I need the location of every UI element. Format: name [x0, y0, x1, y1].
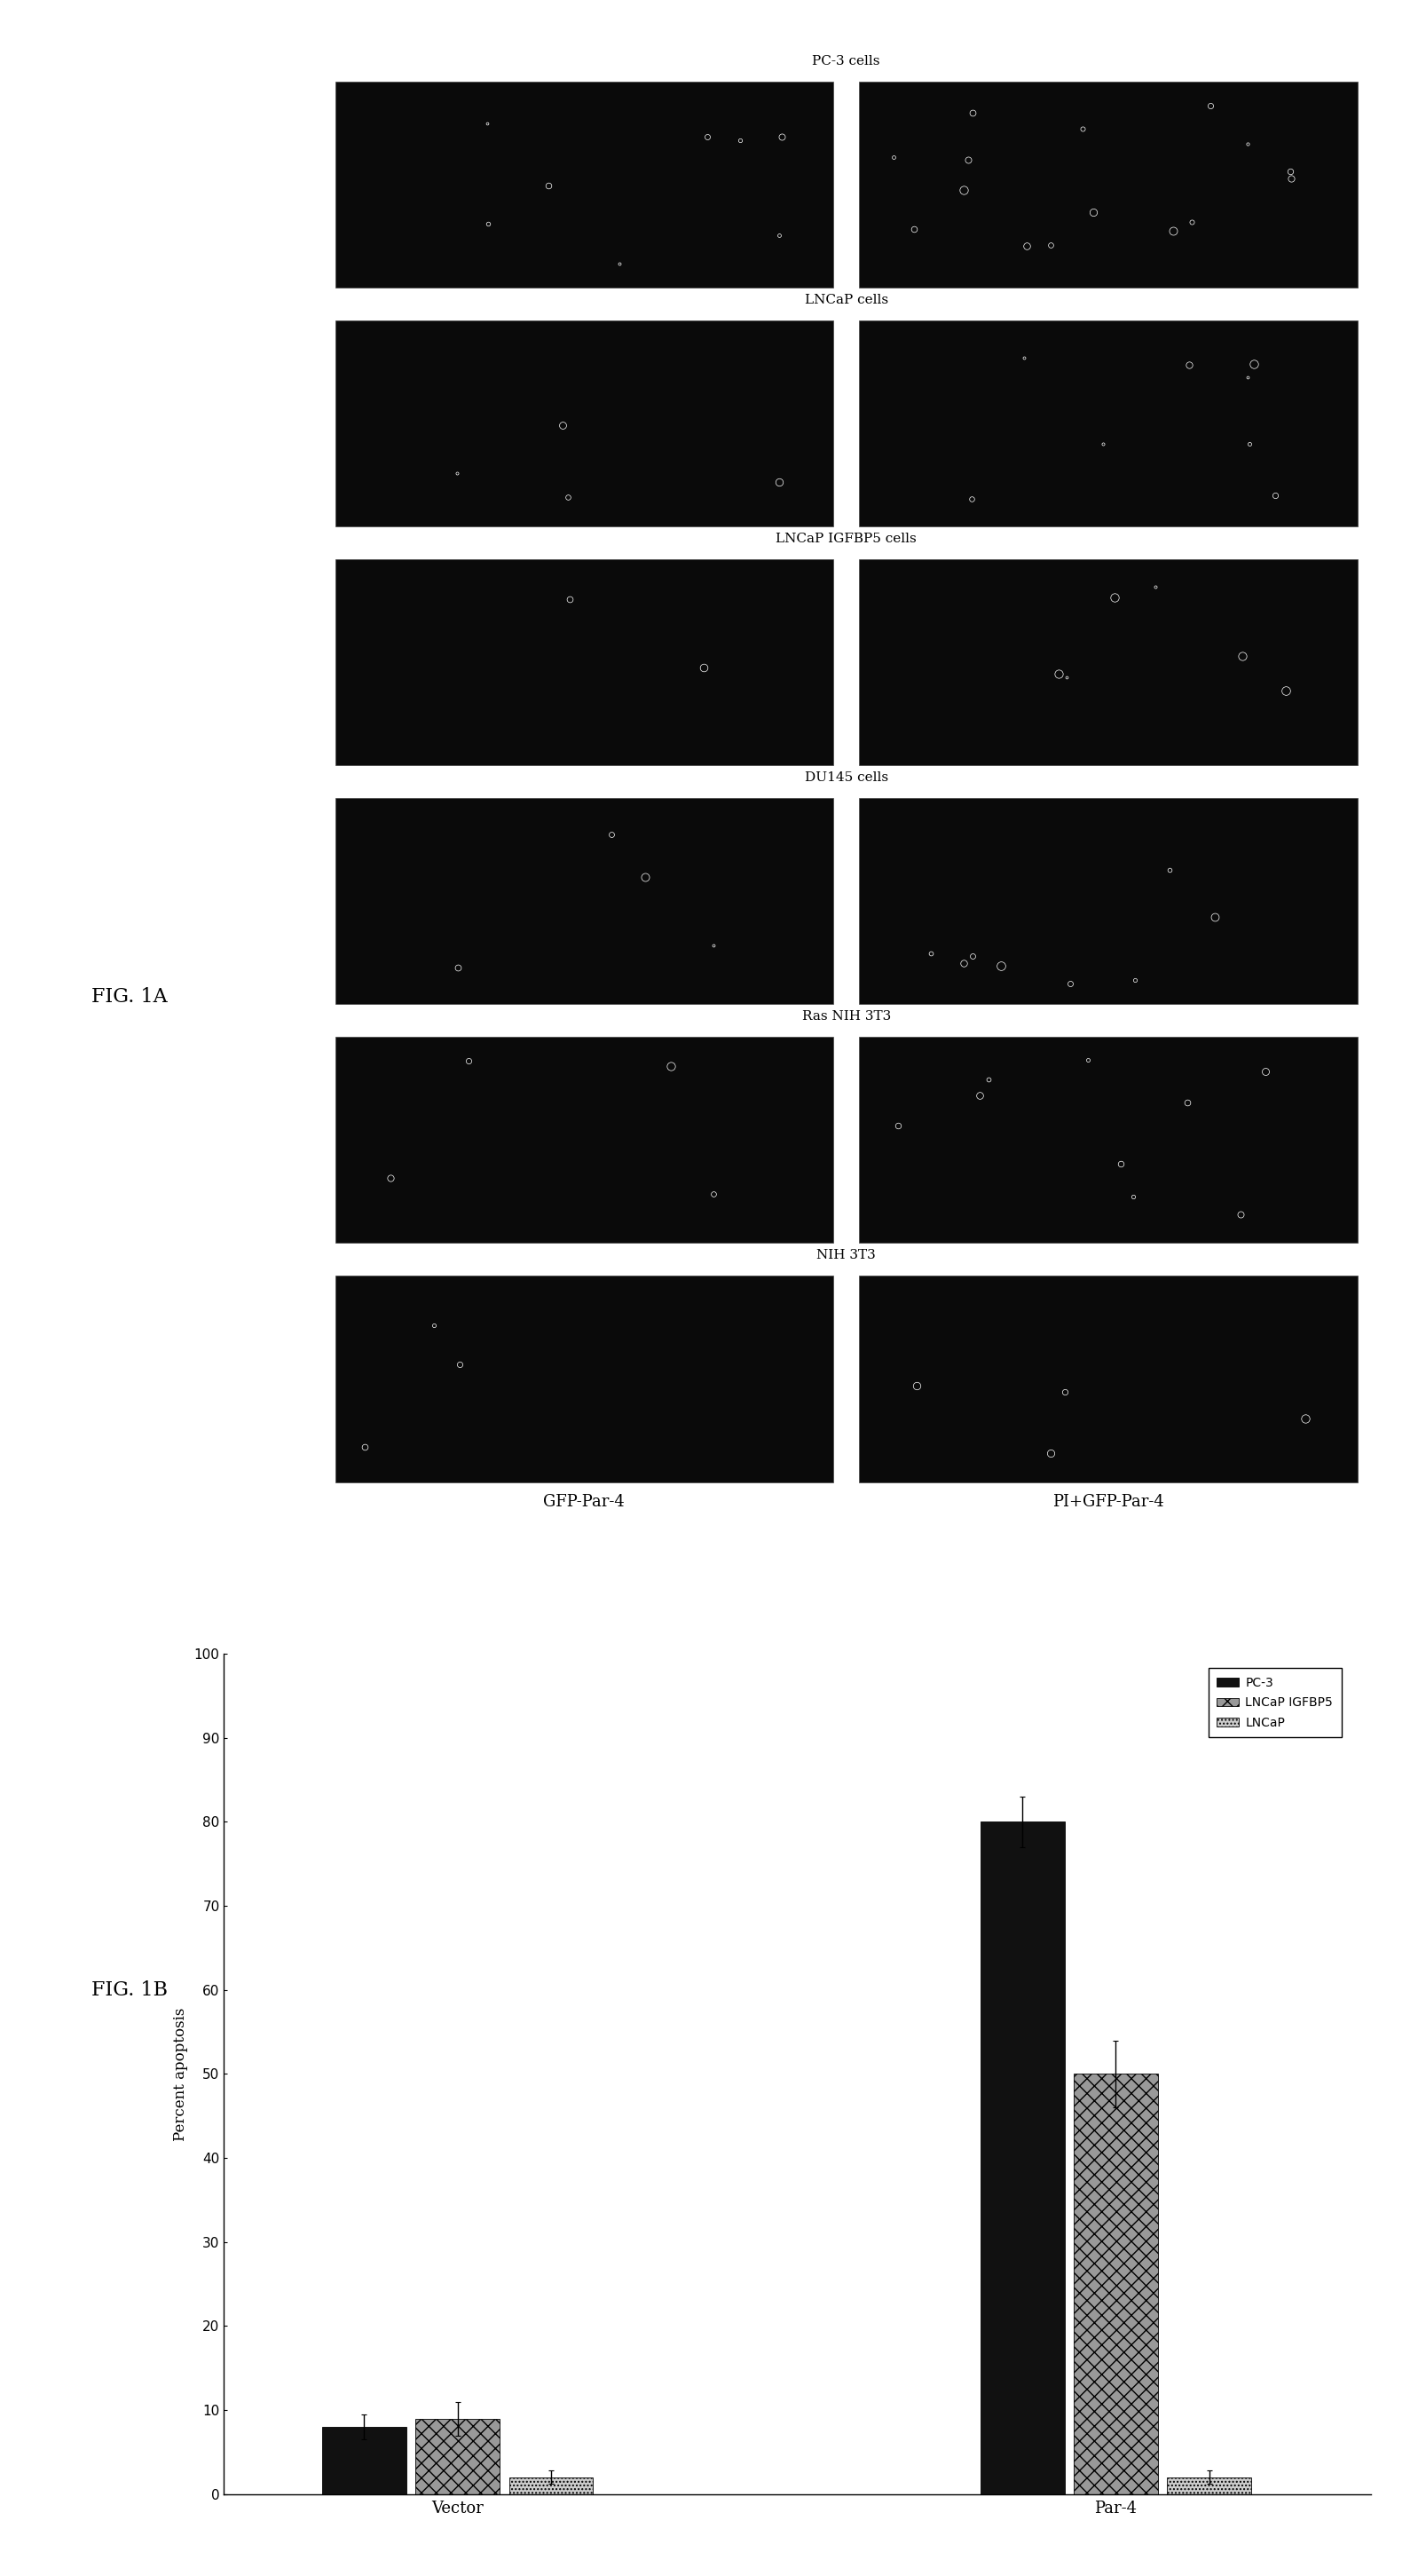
- Text: LNCaP cells: LNCaP cells: [804, 294, 887, 307]
- Text: LNCaP IGFBP5 cells: LNCaP IGFBP5 cells: [776, 533, 915, 544]
- Bar: [335, 319, 833, 526]
- Bar: [335, 799, 833, 1005]
- Bar: [858, 559, 1356, 765]
- Bar: [858, 1275, 1356, 1481]
- Bar: [335, 1036, 833, 1244]
- Text: PI+GFP-Par-4: PI+GFP-Par-4: [1052, 1494, 1164, 1510]
- Bar: [335, 1275, 833, 1481]
- Text: FIG. 1B: FIG. 1B: [91, 1981, 167, 1999]
- Text: FIG. 1A: FIG. 1A: [91, 987, 167, 1007]
- Text: PC-3 cells: PC-3 cells: [811, 54, 880, 67]
- Text: GFP-Par-4: GFP-Par-4: [543, 1494, 625, 1510]
- Bar: [335, 82, 833, 289]
- Bar: [858, 1036, 1356, 1244]
- Bar: [335, 559, 833, 765]
- Bar: [858, 82, 1356, 289]
- Text: NIH 3T3: NIH 3T3: [816, 1249, 876, 1262]
- Bar: [858, 799, 1356, 1005]
- Text: Ras NIH 3T3: Ras NIH 3T3: [801, 1010, 890, 1023]
- Text: DU145 cells: DU145 cells: [804, 770, 887, 783]
- Bar: [858, 319, 1356, 526]
